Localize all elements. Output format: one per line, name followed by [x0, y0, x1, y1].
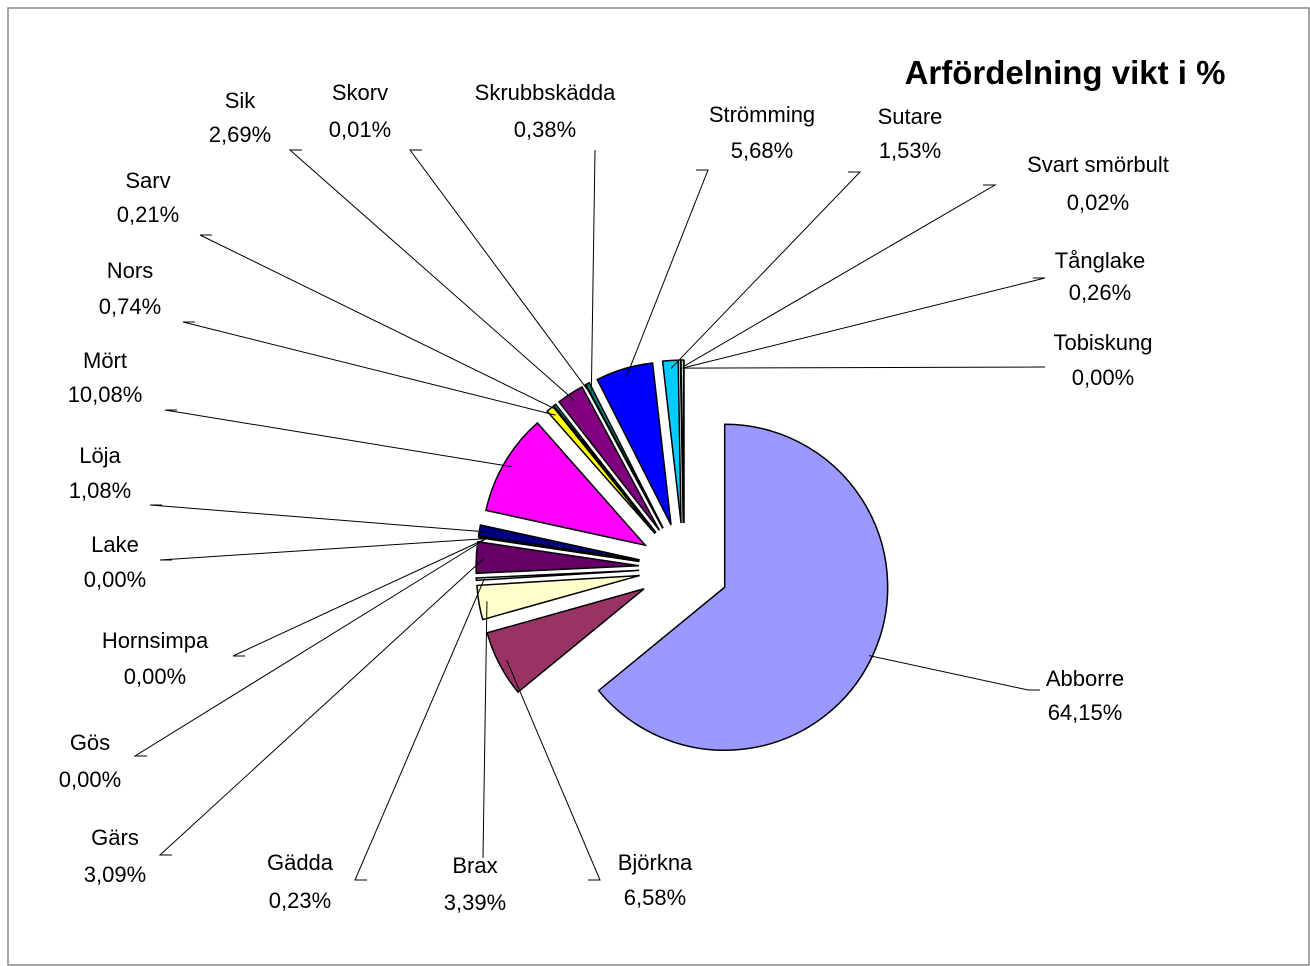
- slice-value-label: 3,39%: [444, 890, 506, 915]
- slice-label: Tånglake: [1055, 248, 1146, 273]
- slice-value-label: 0,23%: [269, 888, 331, 913]
- slice-label: Gös: [70, 730, 110, 755]
- slice-value-label: 0,26%: [1069, 280, 1131, 305]
- slice-value-label: 1,53%: [879, 138, 941, 163]
- pie-slice: [475, 569, 640, 582]
- leader-line: [683, 366, 1046, 369]
- pie-slice: [486, 588, 645, 694]
- leader-line: [164, 409, 512, 468]
- leader-line: [149, 504, 488, 533]
- leader-line: [232, 538, 487, 657]
- slice-label: Nors: [107, 258, 153, 283]
- slice-label: Gädda: [267, 850, 334, 875]
- leader-line: [590, 149, 596, 391]
- leader-line: [506, 660, 601, 881]
- pie-slice: [557, 385, 661, 531]
- slice-value-label: 0,00%: [59, 767, 121, 792]
- slice-label: Skorv: [332, 80, 388, 105]
- slice-label: Abborre: [1046, 666, 1124, 691]
- slice-label: Mört: [83, 348, 127, 373]
- pie-slice: [476, 574, 640, 621]
- slice-value-label: 6,58%: [624, 885, 686, 910]
- slice-label: Svart smörbult: [1027, 152, 1169, 177]
- leader-line: [133, 538, 487, 757]
- pie-slice: [661, 359, 682, 524]
- slice-label: Brax: [452, 853, 497, 878]
- slice-label: Björkna: [618, 850, 693, 875]
- leader-line: [158, 557, 485, 856]
- slice-value-label: 0,00%: [124, 664, 186, 689]
- slice-label: Strömming: [709, 102, 815, 127]
- slice-value-label: 64,15%: [1048, 700, 1123, 725]
- pie-slice: [584, 381, 664, 529]
- slice-value-label: 0,02%: [1067, 190, 1129, 215]
- slice-value-label: 3,09%: [84, 862, 146, 887]
- pie-slice: [597, 423, 889, 751]
- slice-label: Löja: [79, 443, 121, 468]
- leader-line: [682, 277, 1046, 369]
- slice-value-label: 10,08%: [68, 382, 143, 407]
- slice-value-label: 0,74%: [99, 294, 161, 319]
- slice-label: Sutare: [878, 104, 943, 129]
- slice-value-label: 2,69%: [209, 122, 271, 147]
- slice-value-label: 5,68%: [731, 138, 793, 163]
- leader-line: [626, 169, 709, 377]
- leader-line: [159, 538, 487, 561]
- leader-line: [670, 171, 862, 369]
- slice-label: Hornsimpa: [102, 628, 209, 653]
- leader-line: [409, 149, 590, 393]
- slice-value-label: 0,00%: [84, 567, 146, 592]
- pie-slice: [546, 405, 656, 535]
- chart-title: Arfördelning vikt i %: [905, 54, 1226, 91]
- pie-slice: [485, 421, 648, 547]
- pie-slice: [478, 536, 640, 563]
- slice-value-label: 0,00%: [1072, 365, 1134, 390]
- pie-slice: [596, 362, 672, 526]
- pie-slice: [552, 403, 657, 534]
- slice-value-label: 1,08%: [69, 478, 131, 503]
- slice-value-label: 0,38%: [514, 117, 576, 142]
- slice-label: Tobiskung: [1053, 330, 1152, 355]
- slice-value-label: 0,01%: [329, 117, 391, 142]
- slice-label: Lake: [91, 532, 139, 557]
- leader-line: [354, 578, 485, 881]
- slice-label: Gärs: [91, 825, 139, 850]
- leader-line: [288, 149, 575, 402]
- pie-slice: [475, 540, 640, 575]
- slice-label: Skrubbskädda: [475, 80, 616, 105]
- leader-line: [868, 655, 1040, 691]
- slice-value-label: 0,21%: [117, 202, 179, 227]
- slice-label: Sik: [225, 88, 257, 113]
- leader-line: [680, 184, 997, 369]
- leader-line: [182, 321, 556, 416]
- pie-slice: [477, 524, 640, 561]
- leader-line: [482, 601, 488, 859]
- leader-line: [199, 234, 561, 412]
- slice-label: Sarv: [125, 168, 170, 193]
